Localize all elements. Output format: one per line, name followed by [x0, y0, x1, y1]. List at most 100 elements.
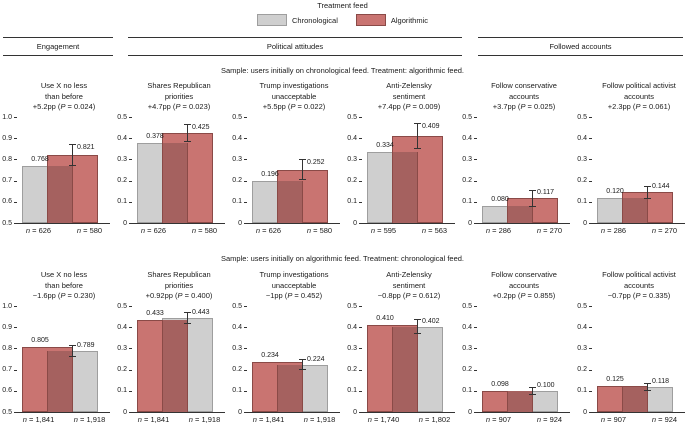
y-axis-tick-label: 0.2 [232, 366, 242, 374]
panel-title-line: sentiment [392, 91, 426, 101]
y-axis-tick [474, 327, 477, 329]
y-axis-tick-label: 1.0 [2, 113, 12, 121]
error-bar-cap [414, 148, 421, 150]
panel-plot: 0.5 0.4 0.3 0.2 0.1 0 0.433 0.443 n = 1,841 n = 1… [117, 303, 225, 424]
y-axis-tick [14, 138, 17, 140]
y-axis-tick-label: 0.9 [2, 134, 12, 142]
bar-overlap [507, 391, 533, 412]
y-axis-tick [129, 369, 132, 371]
n-label: n = 286 [485, 226, 512, 235]
panel-plot: 0.5 0.4 0.3 0.2 0.1 0 0.120 0.144 n = 286 n = 270 [577, 114, 685, 235]
p-value-symbol: P [177, 291, 183, 300]
y-axis-tick-label: 0.3 [232, 155, 242, 163]
panel-title-line: Shares Republican [147, 81, 211, 90]
y-axis-tick-label: 0.4 [117, 134, 127, 142]
n-symbol: n [367, 415, 372, 424]
p-value-symbol: P [287, 291, 293, 300]
n-label: n = 1,918 [73, 415, 106, 424]
legend-item-chronological: Chronological [257, 14, 338, 26]
y-axis-tick-label: 0.2 [232, 177, 242, 185]
value-label: 0.378 [146, 132, 164, 140]
y-axis-tick-label: 0 [353, 408, 357, 416]
panel-title-line: Use X no less [40, 270, 88, 279]
error-bar-cap [414, 123, 421, 125]
y-axis-tick [474, 390, 477, 392]
legend-label-algorithmic: Algorithmic [390, 15, 428, 25]
y-axis-tick-label: 0.3 [117, 344, 127, 352]
error-bar-cap [644, 185, 651, 187]
panel-title: Use X no less than before +5.2pp (P = 0.02… [4, 81, 124, 113]
y-axis-tick-label: 0.5 [232, 113, 242, 121]
value-label: 0.080 [491, 196, 509, 204]
n-label: n = 286 [600, 226, 627, 235]
error-bar [532, 190, 533, 206]
y-axis-tick-label: 0.1 [577, 387, 587, 395]
bar-overlap [392, 152, 418, 223]
panel-title-line: Follow political activist [602, 270, 676, 279]
p-value-symbol: P [635, 102, 641, 111]
y-axis-tick-label: 0.9 [2, 323, 12, 331]
n-symbol: n [370, 226, 376, 235]
x-axis-line [129, 412, 225, 413]
panel-effect-line: −0.8pp (P = 0.612) [377, 291, 441, 300]
panel-effect-line: +3.7pp (P = 0.025) [492, 102, 556, 111]
y-axis-tick [244, 369, 247, 371]
y-axis-tick [474, 369, 477, 371]
n-symbol: n [485, 415, 491, 424]
y-axis-tick-label: 0.4 [347, 323, 357, 331]
y-axis-tick-label: 0.1 [232, 198, 242, 206]
y-axis-tick [359, 369, 362, 371]
bar-overlap [622, 386, 648, 412]
algorithmic-color-swatch [355, 14, 386, 26]
y-axis-tick [474, 348, 477, 350]
panel-title-line: accounts [508, 91, 540, 101]
x-axis-line [244, 223, 340, 224]
panel-plot: 0.5 0.4 0.3 0.2 0.1 0 0.410 0.402 n = 1,740 n = 1… [347, 303, 455, 424]
panel-title-line: accounts [623, 280, 655, 290]
n-label: n = 580 [76, 226, 103, 235]
n-label-row: n = 907 n = 924 [588, 415, 685, 424]
x-axis-line [474, 223, 570, 224]
section-label: Engagement [36, 42, 80, 51]
panel-title: Follow conservative accounts +0.2pp (P = 0… [464, 270, 584, 302]
y-axis-tick-label: 0.1 [117, 198, 127, 206]
p-value-symbol: P [405, 291, 411, 300]
y-axis-tick [359, 180, 362, 182]
panel-effect-line: +5.5pp (P = 0.022) [262, 102, 326, 111]
error-bar [647, 383, 648, 391]
y-axis-tick-label: 0.4 [117, 323, 127, 331]
panel-title-line: than before [45, 280, 83, 290]
y-axis-tick-label: 0.3 [577, 344, 587, 352]
y-axis-tick [359, 117, 362, 118]
y-axis-tick-label: 0.3 [347, 344, 357, 352]
y-axis-tick-label: 0.5 [117, 113, 127, 121]
error-bar [647, 186, 648, 199]
y-axis-tick [14, 117, 17, 118]
y-axis-tick [14, 348, 17, 350]
n-label: n = 270 [651, 226, 678, 235]
y-axis-tick-label: 0.4 [232, 134, 242, 142]
y-axis-tick-label: 0.5 [232, 302, 242, 310]
n-label-row: n = 626 n = 580 [13, 226, 115, 235]
y-axis-tick [474, 117, 477, 118]
y-axis-tick [14, 327, 17, 329]
panel-effect-line: +4.7pp (P = 0.023) [147, 102, 211, 111]
error-bar-cap [529, 205, 536, 207]
error-bar-cap [184, 312, 191, 314]
legend-row: Chronological Algorithmic [0, 14, 685, 26]
panel-plot: 0.5 0.4 0.3 0.2 0.1 0 0.234 0.224 n = 1,841 n = 1… [232, 303, 340, 424]
error-bar [72, 145, 73, 165]
x-axis-line [129, 223, 225, 224]
n-symbol: n [485, 226, 491, 235]
error-bar [302, 159, 303, 180]
y-axis-tick [244, 159, 247, 161]
n-label: n = 1,841 [22, 415, 55, 424]
value-label: 0.433 [146, 310, 164, 318]
n-label-row: n = 1,841 n = 1,918 [128, 415, 230, 424]
y-axis-tick [589, 327, 592, 329]
y-axis-tick [129, 327, 132, 329]
bar-overlap [392, 326, 418, 412]
y-axis-tick [589, 348, 592, 350]
y-axis-tick-label: 0.3 [232, 344, 242, 352]
error-bar [302, 359, 303, 370]
